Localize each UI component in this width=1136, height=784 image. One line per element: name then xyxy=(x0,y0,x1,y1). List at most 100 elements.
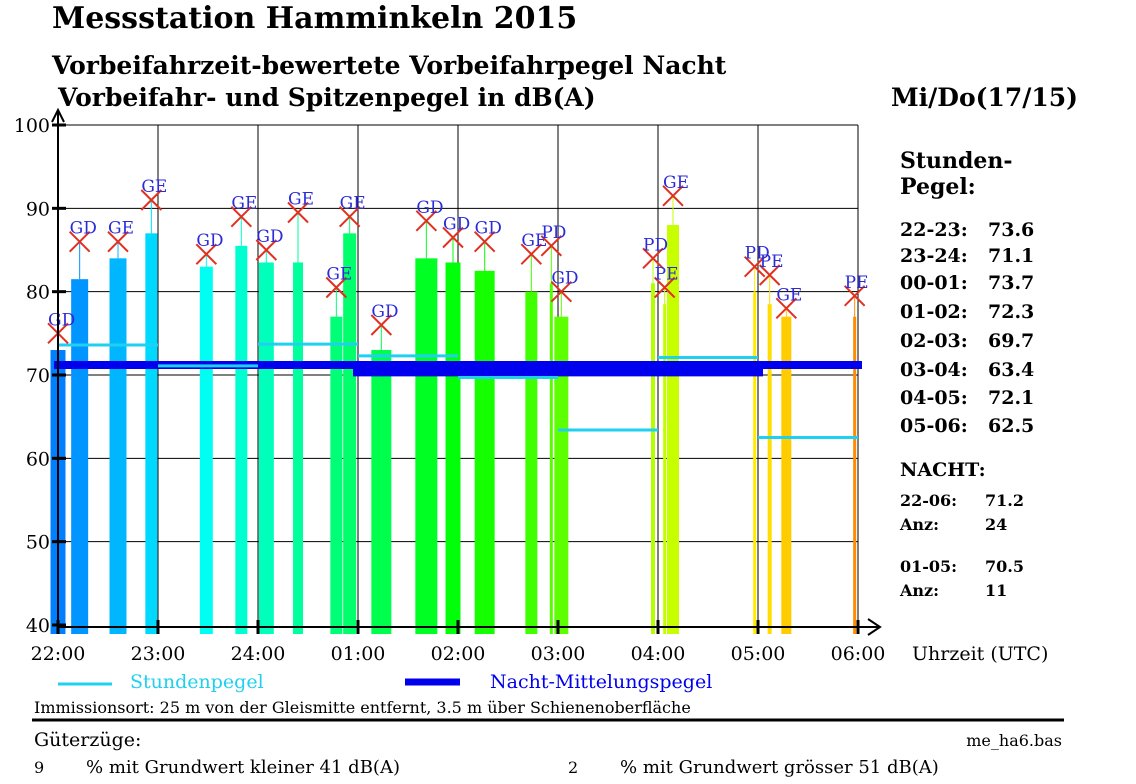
event-label: GD xyxy=(416,198,443,218)
event-bar xyxy=(853,316,857,634)
x-tick-label: 03:00 xyxy=(531,643,586,665)
event-bar xyxy=(549,283,553,634)
event-label: GD xyxy=(48,310,75,330)
event-label: GE xyxy=(521,231,547,251)
event-label: PD xyxy=(541,223,566,243)
peak-marker xyxy=(758,264,781,286)
event-bar xyxy=(525,291,538,634)
peak-marker xyxy=(550,280,573,303)
stundenpegel-value: 73.7 xyxy=(988,272,1034,294)
stundenpegel-key: 05-06: xyxy=(900,415,968,437)
x-tick-label: 02:00 xyxy=(431,643,486,665)
peak-marker xyxy=(743,255,766,278)
event-label: GE xyxy=(108,219,134,239)
peak-marker xyxy=(540,235,563,257)
side-heading-1: Stunden- xyxy=(900,148,1013,174)
y-tick-label: 50 xyxy=(26,532,50,554)
peak-marker xyxy=(642,247,664,270)
stundenpegel-value: 69.7 xyxy=(988,330,1034,352)
event-bar xyxy=(235,245,248,635)
n1-anz-key: Anz: xyxy=(899,515,939,534)
y-tick-label: 70 xyxy=(26,365,50,387)
subtitle-2: Vorbeifahr- und Spitzenpegel in dB(A) xyxy=(57,83,596,112)
event-bar xyxy=(554,316,569,634)
n2-key: 01-05: xyxy=(900,557,957,576)
event-label: GE xyxy=(141,177,167,197)
event-bar xyxy=(667,225,679,634)
event-bar xyxy=(343,233,357,635)
stundenpegel-value: 72.3 xyxy=(988,301,1034,323)
level-lines xyxy=(54,342,862,439)
n1-key: 22-06: xyxy=(900,491,957,510)
y-tick-label: 90 xyxy=(26,198,50,220)
event-bar xyxy=(663,304,667,634)
event-label: GE xyxy=(288,190,314,210)
event-label: GD xyxy=(443,215,470,235)
x-tick-label: 23:00 xyxy=(131,643,186,665)
event-label: PD xyxy=(643,235,668,255)
pct2-number: 2 xyxy=(568,758,578,777)
stundenpegel-value: 62.5 xyxy=(988,415,1034,437)
peak-marker xyxy=(68,230,91,253)
peak-marker xyxy=(662,185,684,207)
stundenpegel-key: 04-05: xyxy=(900,387,968,409)
peak-marker xyxy=(415,210,438,232)
peak-marker xyxy=(140,189,163,211)
stundenpegel-value: 71.1 xyxy=(988,245,1034,267)
side-panel: Stunden- Pegel: 22-23: 73.6 23-24: 71.1 00-0… xyxy=(899,148,1034,600)
event-label: PE xyxy=(845,273,869,293)
nacht-heading: NACHT: xyxy=(900,459,986,481)
n2-anz-value: 11 xyxy=(985,581,1007,600)
event-bar xyxy=(371,350,392,634)
event-bar xyxy=(109,258,127,634)
event-bar xyxy=(199,266,213,634)
peak-marker xyxy=(653,276,676,299)
y-axis-arrow xyxy=(51,107,65,123)
y-tick-label: 40 xyxy=(26,615,50,637)
x-tick-label: 01:00 xyxy=(331,643,386,665)
event-bar xyxy=(415,258,438,634)
legend-stunden: Stundenpegel xyxy=(130,671,264,693)
peak-marker xyxy=(107,230,129,253)
event-bar xyxy=(767,304,772,634)
y-tick-label: 60 xyxy=(26,448,50,470)
n1-anz-value: 24 xyxy=(985,515,1007,534)
event-bar xyxy=(753,291,757,634)
event-label: GD xyxy=(256,227,283,247)
y-tick-label: 80 xyxy=(26,282,50,304)
event-label: GE xyxy=(340,194,366,214)
stundenpegel-key: 22-23: xyxy=(900,219,968,241)
event-label: GE xyxy=(326,265,352,285)
event-bar xyxy=(145,233,158,635)
immission-text: Immissionsort: 25 m von der Gleismitte e… xyxy=(34,698,691,717)
peak-marker xyxy=(195,243,218,265)
event-label: PE xyxy=(760,252,784,272)
stundenpegel-value: 73.6 xyxy=(988,219,1034,241)
event-label: GD xyxy=(371,302,398,322)
subtitle-1: Vorbeifahrzeit-bewertete Vorbeifahrpegel… xyxy=(51,51,727,80)
peak-marker xyxy=(843,285,866,307)
event-bar xyxy=(258,262,274,634)
event-label: PD xyxy=(745,244,770,264)
n2-value: 70.5 xyxy=(985,557,1024,576)
x-tick-label: 05:00 xyxy=(731,643,786,665)
pct2-text: % mit Grundwert grösser 51 dB(A) xyxy=(620,757,939,778)
event-bar xyxy=(474,270,495,634)
event-bar xyxy=(293,262,303,634)
stundenpegel-key: 00-01: xyxy=(900,272,968,294)
side-heading-2: Pegel: xyxy=(900,174,976,200)
date-label: Mi/Do(17/15) xyxy=(891,83,1078,112)
peak-marker xyxy=(287,201,309,224)
stundenpegel-key: 23-24: xyxy=(900,245,968,267)
x-axis-arrow xyxy=(867,618,882,636)
event-label: GD xyxy=(70,219,97,239)
y-tick-label: 100 xyxy=(14,115,50,137)
event-label: GE xyxy=(231,194,257,214)
event-label: PE xyxy=(655,265,679,285)
chart-title: Messstation Hamminkeln 2015 xyxy=(52,1,577,36)
stundenpegel-value: 63.4 xyxy=(988,359,1034,381)
legend-nacht: Nacht-Mittelungspegel xyxy=(490,671,712,693)
x-tick-label: 04:00 xyxy=(631,643,686,665)
